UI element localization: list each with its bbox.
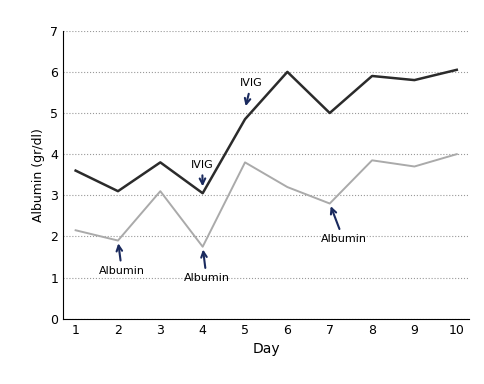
Y-axis label: Albumin (gr/dl): Albumin (gr/dl)	[31, 128, 45, 222]
Text: Albumin: Albumin	[320, 208, 366, 244]
Text: Albumin: Albumin	[183, 252, 229, 283]
Text: Albumin: Albumin	[99, 246, 145, 276]
Text: IVIG: IVIG	[240, 78, 263, 104]
Text: IVIG: IVIG	[191, 160, 213, 184]
X-axis label: Day: Day	[252, 342, 280, 356]
